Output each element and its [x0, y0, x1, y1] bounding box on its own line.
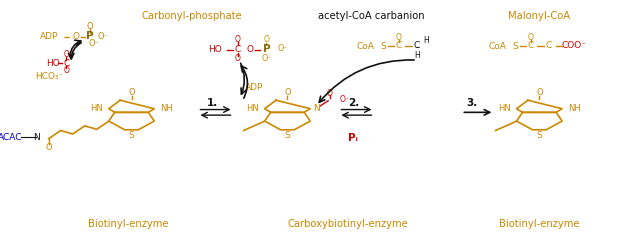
Text: O: O: [128, 88, 135, 97]
Text: C: C: [396, 41, 402, 50]
Text: O⁻: O⁻: [261, 54, 271, 63]
Text: S: S: [512, 42, 519, 51]
Text: S: S: [537, 131, 542, 140]
Text: O: O: [63, 50, 69, 59]
Text: O⁻: O⁻: [89, 39, 100, 48]
Text: N: N: [33, 133, 40, 142]
Text: 1.: 1.: [207, 98, 218, 108]
Text: 3.: 3.: [466, 98, 478, 108]
Text: CoA: CoA: [357, 42, 374, 51]
Text: H: H: [414, 51, 420, 60]
Text: ⁻: ⁻: [414, 46, 419, 56]
Text: COO⁻: COO⁻: [562, 41, 587, 50]
Text: O: O: [72, 32, 79, 41]
Text: C: C: [63, 58, 69, 68]
Text: O⁻: O⁻: [98, 32, 109, 41]
Text: O: O: [234, 35, 241, 44]
Text: O: O: [63, 66, 69, 75]
Text: ADP: ADP: [245, 84, 263, 92]
Text: O: O: [536, 88, 542, 97]
Text: NH: NH: [161, 104, 173, 113]
Text: C: C: [528, 41, 534, 50]
Text: H: H: [424, 36, 429, 45]
Text: O: O: [234, 54, 241, 63]
Text: ADP: ADP: [40, 32, 58, 41]
Text: HN: HN: [498, 104, 510, 113]
Text: HO: HO: [46, 59, 60, 68]
Text: Biotinyl-enzyme: Biotinyl-enzyme: [499, 219, 579, 229]
Text: HN: HN: [246, 104, 259, 113]
Text: HCO₃⁻: HCO₃⁻: [35, 72, 63, 81]
Text: CoA: CoA: [488, 42, 507, 51]
Text: C: C: [234, 45, 241, 54]
Text: O: O: [528, 33, 534, 42]
Text: O: O: [45, 143, 52, 152]
Text: Malonyl-CoA: Malonyl-CoA: [508, 11, 571, 21]
Text: Biotinyl-enzyme: Biotinyl-enzyme: [88, 219, 169, 229]
Text: P: P: [86, 31, 93, 41]
Text: Carboxybiotinyl-enzyme: Carboxybiotinyl-enzyme: [287, 219, 408, 229]
Text: 2.: 2.: [348, 98, 359, 108]
Text: O: O: [396, 33, 402, 42]
Text: O⁻: O⁻: [278, 44, 288, 53]
Text: S: S: [285, 131, 290, 140]
Text: O: O: [263, 35, 270, 44]
Text: O: O: [327, 88, 333, 98]
Text: acetyl-CoA carbanion: acetyl-CoA carbanion: [318, 11, 424, 21]
Text: Pᵢ: Pᵢ: [349, 133, 359, 143]
Text: C: C: [414, 41, 420, 50]
Text: O: O: [284, 88, 291, 97]
Text: P: P: [263, 44, 270, 54]
Text: NH: NH: [568, 104, 581, 113]
Text: C: C: [546, 41, 552, 50]
Text: S: S: [129, 131, 134, 140]
Text: O: O: [246, 45, 253, 54]
Text: ACAC: ACAC: [0, 133, 22, 142]
Text: Carbonyl-phosphate: Carbonyl-phosphate: [141, 11, 242, 21]
Text: O⁻: O⁻: [340, 95, 350, 104]
Text: HN: HN: [90, 104, 103, 113]
Text: HO: HO: [208, 45, 221, 54]
Text: O: O: [86, 22, 93, 31]
Text: N: N: [314, 104, 320, 113]
Text: S: S: [381, 42, 386, 51]
